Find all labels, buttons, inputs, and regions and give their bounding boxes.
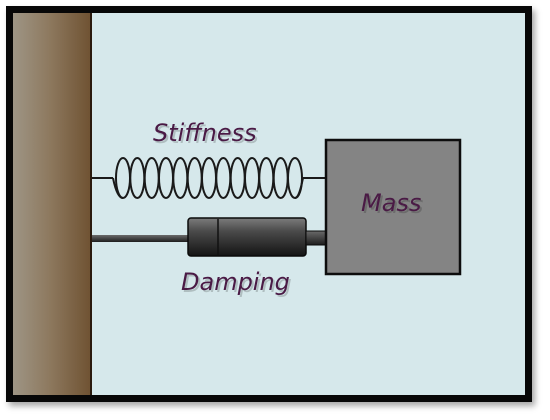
mass-label-shadow: Mass: [363, 191, 423, 219]
spring-coil: [172, 157, 189, 199]
spring-coil: [143, 157, 160, 199]
mass-block: [324, 138, 462, 276]
spring-coil: [129, 157, 146, 199]
damping-label: Damping: [181, 268, 290, 296]
spring-coils: [112, 157, 304, 199]
wall: [13, 13, 91, 395]
mass-label: Mass: [361, 189, 421, 217]
stiffness-label: Stiffness: [153, 119, 257, 147]
damper-rod-left: [92, 235, 194, 242]
spring-lead-in: [112, 177, 124, 199]
diagram-frame: Stiffness Stiffness Mass Mass Damping Da…: [6, 6, 532, 402]
spring-coil: [229, 157, 246, 199]
damper-rod-right: [305, 230, 329, 246]
damper-cylinder: [187, 217, 307, 257]
spring-coil: [115, 157, 131, 199]
spring-mass-damper-diagram: Stiffness Stiffness Mass Mass Damping Da…: [13, 13, 462, 395]
spring-coil: [258, 157, 275, 199]
spring-coil: [215, 157, 232, 199]
spring-coil: [272, 157, 289, 199]
spring-coil: [158, 157, 174, 199]
spring-coil: [186, 157, 203, 199]
stiffness-label-shadow: Stiffness: [155, 121, 259, 149]
diagram-canvas: Stiffness Stiffness Mass Mass Damping Da…: [13, 13, 525, 395]
damping-label-shadow: Damping: [183, 270, 292, 298]
spring-coil: [244, 157, 260, 199]
spring-lead-out: [294, 177, 304, 199]
spring-coil: [201, 157, 217, 199]
